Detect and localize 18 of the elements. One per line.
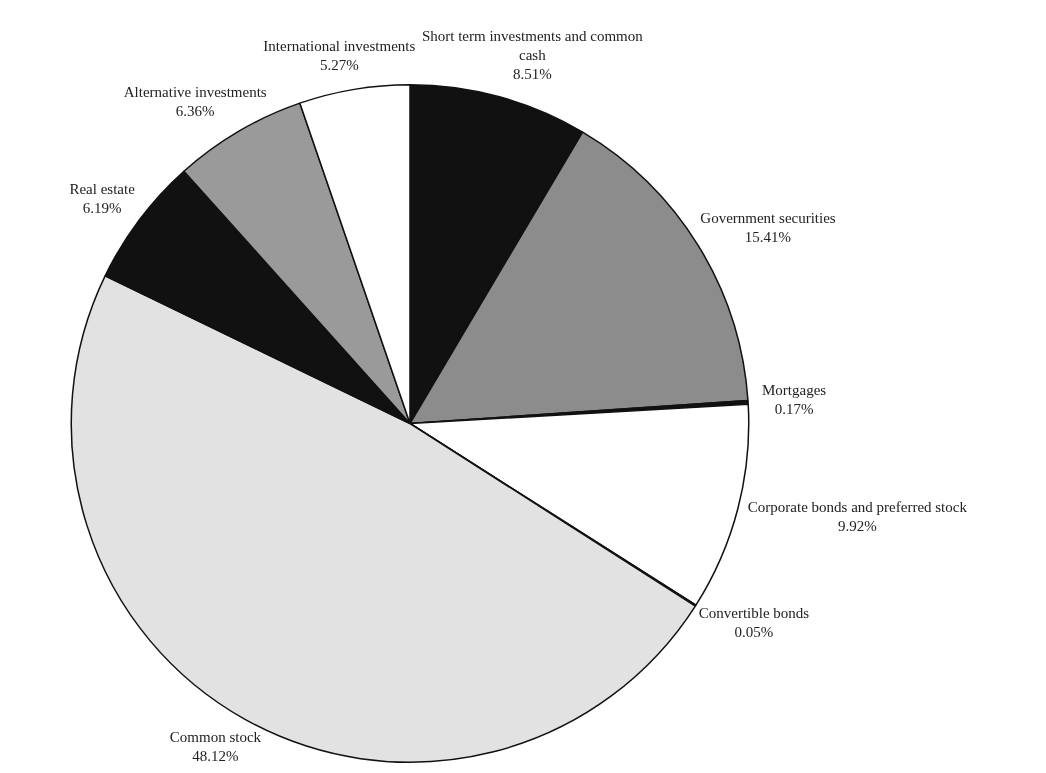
slice-label: International investments — [263, 38, 416, 55]
data-label: 0.05% — [734, 623, 774, 640]
slice-label: Mortgages — [762, 381, 827, 398]
slice-label: Alternative investments — [123, 84, 267, 101]
data-label: 48.12% — [192, 748, 239, 765]
slice-label: Government securities — [700, 210, 836, 226]
slice-label: Real estate — [69, 181, 136, 198]
slice-label: Corporate bonds and preferred stock — [747, 498, 968, 515]
data-label: 8.51% — [512, 65, 552, 82]
data-label: 5.27% — [319, 57, 359, 74]
data-label: 9.92% — [838, 517, 877, 534]
data-label: 6.36% — [175, 103, 215, 120]
slice-label: Common stock — [169, 729, 262, 746]
data-label: 0.17% — [774, 400, 814, 417]
data-label: 6.19% — [82, 200, 122, 217]
slice-label: Convertible bonds — [698, 604, 810, 621]
slice-label: Short term investments and common cash — [421, 27, 644, 63]
data-label: 15.41% — [744, 229, 792, 245]
